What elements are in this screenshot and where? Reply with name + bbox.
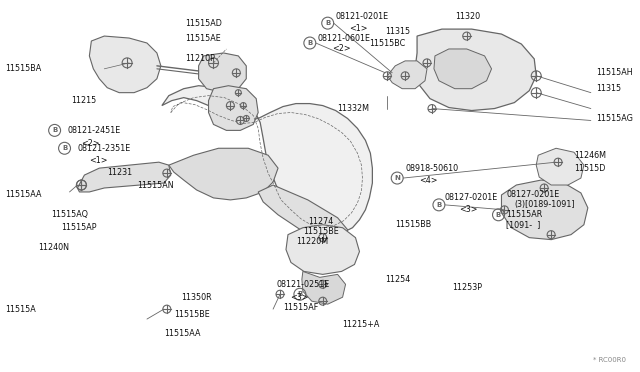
Polygon shape xyxy=(502,180,588,240)
Text: 11515BE: 11515BE xyxy=(303,227,339,236)
Text: 11515BB: 11515BB xyxy=(396,220,431,229)
Text: 08121-2351E: 08121-2351E xyxy=(77,144,131,153)
Text: 11320: 11320 xyxy=(455,12,480,21)
Text: 11515BE: 11515BE xyxy=(174,310,209,318)
Polygon shape xyxy=(258,185,348,248)
Polygon shape xyxy=(209,86,258,131)
Text: <2>: <2> xyxy=(332,45,350,54)
Text: B: B xyxy=(62,145,67,151)
Text: B: B xyxy=(496,212,501,218)
Polygon shape xyxy=(434,49,492,89)
Text: <1>: <1> xyxy=(349,23,368,33)
Text: (3)[0189-1091]: (3)[0189-1091] xyxy=(515,201,575,209)
Text: 11350R: 11350R xyxy=(180,293,211,302)
Text: 11515D: 11515D xyxy=(574,164,605,173)
Text: 08121-0201E: 08121-0201E xyxy=(335,12,388,21)
Polygon shape xyxy=(536,148,584,185)
Text: 11231: 11231 xyxy=(108,168,132,177)
Text: B: B xyxy=(297,291,303,297)
Text: B: B xyxy=(436,202,442,208)
Text: <4>: <4> xyxy=(419,176,438,185)
Text: <3>: <3> xyxy=(290,293,308,302)
Text: <3>: <3> xyxy=(459,205,477,214)
Text: * RC00R0: * RC00R0 xyxy=(593,357,625,363)
Text: 11515AF: 11515AF xyxy=(283,303,318,312)
Text: 11515AG: 11515AG xyxy=(596,114,633,123)
Polygon shape xyxy=(387,61,427,89)
Polygon shape xyxy=(302,272,346,304)
Text: 11210P: 11210P xyxy=(185,54,214,63)
Text: 08121-0251E: 08121-0251E xyxy=(276,280,330,289)
Text: [1091-  ]: [1091- ] xyxy=(506,220,541,229)
Text: 11515AA: 11515AA xyxy=(5,190,42,199)
Text: 11253P: 11253P xyxy=(452,283,482,292)
Text: 11515BC: 11515BC xyxy=(369,39,406,48)
Text: 08127-0201E: 08127-0201E xyxy=(506,190,560,199)
Polygon shape xyxy=(162,86,372,235)
Polygon shape xyxy=(77,162,171,192)
Text: 11515AP: 11515AP xyxy=(61,223,97,232)
Text: 08121-0601E: 08121-0601E xyxy=(318,33,371,42)
Text: 11332M: 11332M xyxy=(338,104,370,113)
Text: B: B xyxy=(307,40,312,46)
Text: 11274: 11274 xyxy=(308,217,333,226)
Polygon shape xyxy=(198,53,246,93)
Text: 08918-50610: 08918-50610 xyxy=(405,164,458,173)
Polygon shape xyxy=(415,29,536,110)
Text: 11515A: 11515A xyxy=(5,305,36,314)
Text: <2>: <2> xyxy=(81,139,100,148)
Text: 08127-0201E: 08127-0201E xyxy=(445,193,498,202)
Text: 11240N: 11240N xyxy=(38,243,68,252)
Text: <1>: <1> xyxy=(90,155,108,165)
Text: 11515AR: 11515AR xyxy=(506,210,543,219)
Text: 11215+A: 11215+A xyxy=(342,320,380,328)
Text: 11515BA: 11515BA xyxy=(5,64,41,73)
Text: 11515AQ: 11515AQ xyxy=(52,210,88,219)
Text: 11315: 11315 xyxy=(385,26,410,36)
Text: 11515AD: 11515AD xyxy=(185,19,221,28)
Text: 11215: 11215 xyxy=(72,96,97,105)
Text: B: B xyxy=(52,127,57,134)
Text: B: B xyxy=(325,20,330,26)
Text: 11515AA: 11515AA xyxy=(164,330,200,339)
Text: 11254: 11254 xyxy=(385,275,410,284)
Text: 11220M: 11220M xyxy=(296,237,328,246)
Polygon shape xyxy=(286,225,360,275)
Text: N: N xyxy=(394,175,400,181)
Text: 11515AH: 11515AH xyxy=(596,68,632,77)
Text: 11515AE: 11515AE xyxy=(185,33,220,42)
Text: 11515AN: 11515AN xyxy=(137,180,173,189)
Text: 11315: 11315 xyxy=(596,84,621,93)
Polygon shape xyxy=(90,36,161,93)
Polygon shape xyxy=(169,148,278,200)
Text: 11246M: 11246M xyxy=(574,151,606,160)
Text: 08121-2451E: 08121-2451E xyxy=(68,126,121,135)
